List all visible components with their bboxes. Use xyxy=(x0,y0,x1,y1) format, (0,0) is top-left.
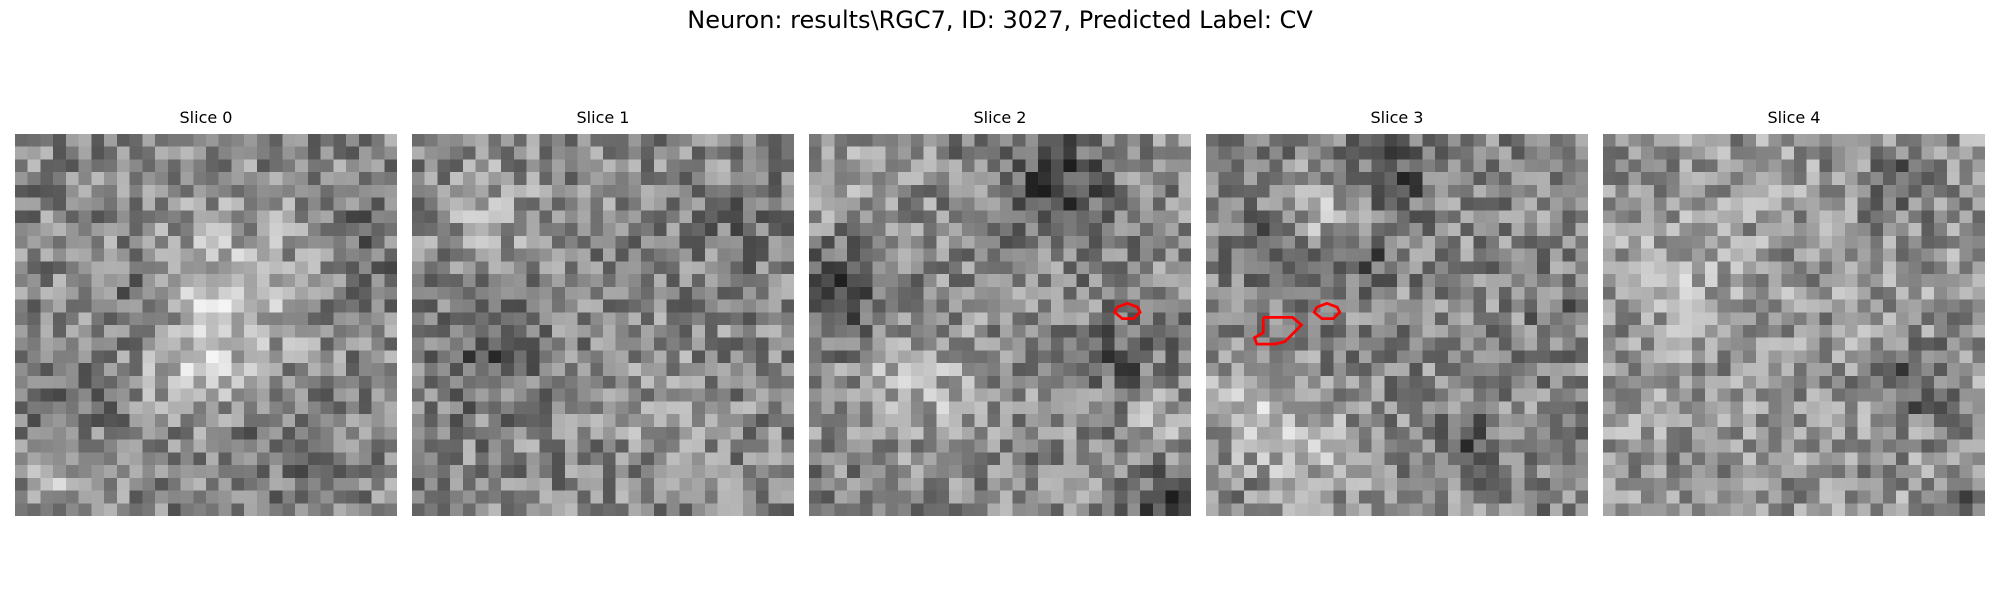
slice-title: Slice 3 xyxy=(1370,108,1424,127)
slice-title: Slice 1 xyxy=(576,108,630,127)
slice-image xyxy=(1206,134,1588,516)
slice-title: Slice 2 xyxy=(973,108,1027,127)
slice-title: Slice 0 xyxy=(179,108,233,127)
contour-outline xyxy=(1252,315,1304,346)
slice-image xyxy=(1603,134,1985,516)
slice-image xyxy=(809,134,1191,516)
figure-title: Neuron: results\RGC7, ID: 3027, Predicte… xyxy=(687,6,1313,34)
slice-image xyxy=(412,134,794,516)
contour-outline xyxy=(1312,301,1342,321)
contour-outline xyxy=(1112,301,1142,321)
slice-title: Slice 4 xyxy=(1767,108,1821,127)
slice-image xyxy=(15,134,397,516)
